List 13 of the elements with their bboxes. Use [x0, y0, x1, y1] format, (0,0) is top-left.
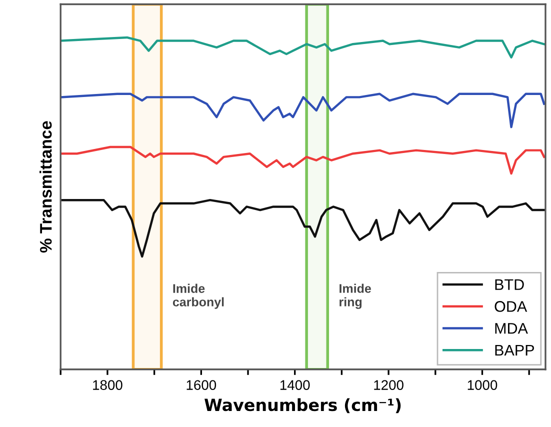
annotation: Imide carbonyl — [172, 284, 224, 309]
legend-label: BAPP — [495, 344, 534, 356]
x-tick-label: 1200 — [374, 380, 404, 390]
legend-label: ODA — [494, 301, 528, 312]
x-tick-label: 1800 — [93, 380, 122, 390]
legend-label: BTD — [495, 279, 524, 290]
x-tick-label: 1400 — [280, 380, 310, 390]
x-axis-title: Wavenumbers (cm⁻¹) — [204, 398, 401, 414]
y-axis-title: % Transmittance — [40, 121, 52, 253]
x-tick-label: 1000 — [468, 380, 498, 390]
x-tick-label: 1600 — [186, 380, 216, 390]
legend-label: MDA — [495, 323, 528, 334]
annotation: Imide ring — [340, 284, 371, 309]
